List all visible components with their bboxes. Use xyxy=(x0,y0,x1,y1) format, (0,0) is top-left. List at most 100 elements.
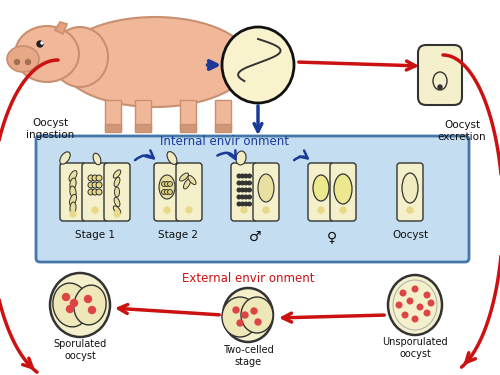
Ellipse shape xyxy=(168,189,172,195)
FancyBboxPatch shape xyxy=(418,45,462,105)
Ellipse shape xyxy=(164,182,170,186)
FancyBboxPatch shape xyxy=(36,136,469,262)
Ellipse shape xyxy=(334,174,352,204)
FancyBboxPatch shape xyxy=(308,163,334,221)
Text: Oocyst
excretion: Oocyst excretion xyxy=(438,120,486,142)
Circle shape xyxy=(244,202,248,206)
Ellipse shape xyxy=(70,202,76,214)
Circle shape xyxy=(412,316,418,322)
Circle shape xyxy=(340,207,346,213)
Ellipse shape xyxy=(74,285,106,325)
Ellipse shape xyxy=(52,27,108,87)
Ellipse shape xyxy=(402,173,418,203)
Circle shape xyxy=(412,286,418,292)
Ellipse shape xyxy=(258,174,274,202)
Ellipse shape xyxy=(393,280,437,330)
Circle shape xyxy=(248,181,252,185)
Circle shape xyxy=(242,312,248,318)
Ellipse shape xyxy=(92,189,98,195)
FancyBboxPatch shape xyxy=(330,163,356,221)
Circle shape xyxy=(438,85,442,89)
Circle shape xyxy=(240,202,244,206)
Text: External envir onment: External envir onment xyxy=(182,272,314,285)
Ellipse shape xyxy=(222,297,258,337)
Ellipse shape xyxy=(241,297,273,333)
Circle shape xyxy=(233,307,239,313)
Circle shape xyxy=(407,298,413,304)
FancyBboxPatch shape xyxy=(253,163,279,221)
Ellipse shape xyxy=(96,175,102,181)
Text: Two-celled
stage: Two-celled stage xyxy=(222,345,274,367)
Bar xyxy=(135,124,151,132)
Ellipse shape xyxy=(88,175,94,181)
FancyBboxPatch shape xyxy=(231,163,257,221)
FancyBboxPatch shape xyxy=(82,163,108,221)
Bar xyxy=(180,100,196,130)
Ellipse shape xyxy=(162,182,166,186)
Ellipse shape xyxy=(15,26,79,82)
Circle shape xyxy=(70,211,76,217)
Circle shape xyxy=(237,188,241,192)
Ellipse shape xyxy=(114,206,120,214)
Circle shape xyxy=(396,302,402,308)
Ellipse shape xyxy=(167,152,177,164)
Text: Oocyst
ingestion: Oocyst ingestion xyxy=(26,118,74,140)
Ellipse shape xyxy=(88,189,94,195)
Circle shape xyxy=(237,195,241,199)
Circle shape xyxy=(400,290,406,296)
Ellipse shape xyxy=(60,17,250,107)
Circle shape xyxy=(237,320,243,326)
Circle shape xyxy=(402,312,408,318)
Circle shape xyxy=(251,308,257,314)
Circle shape xyxy=(186,207,192,213)
Circle shape xyxy=(237,174,241,178)
Text: Stage 2: Stage 2 xyxy=(158,230,198,240)
Circle shape xyxy=(240,181,244,185)
Circle shape xyxy=(318,207,324,213)
FancyBboxPatch shape xyxy=(176,163,202,221)
Ellipse shape xyxy=(69,171,77,182)
Circle shape xyxy=(66,306,73,312)
Circle shape xyxy=(255,319,261,325)
Circle shape xyxy=(248,174,252,178)
Ellipse shape xyxy=(313,175,329,201)
Circle shape xyxy=(88,306,96,314)
Circle shape xyxy=(424,310,430,316)
Ellipse shape xyxy=(92,175,98,181)
Circle shape xyxy=(428,300,434,306)
Ellipse shape xyxy=(236,151,246,165)
Ellipse shape xyxy=(70,194,76,206)
Bar xyxy=(105,124,121,132)
Circle shape xyxy=(241,207,247,213)
Circle shape xyxy=(407,207,413,213)
Circle shape xyxy=(424,292,430,298)
Circle shape xyxy=(114,211,120,217)
Circle shape xyxy=(62,294,70,300)
Bar xyxy=(135,100,151,130)
Ellipse shape xyxy=(162,189,166,195)
FancyBboxPatch shape xyxy=(397,163,423,221)
Bar xyxy=(215,100,231,130)
Ellipse shape xyxy=(70,178,76,190)
FancyBboxPatch shape xyxy=(154,163,180,221)
Circle shape xyxy=(240,195,244,199)
Circle shape xyxy=(92,207,98,213)
Ellipse shape xyxy=(223,288,273,342)
Text: Sporulated
oocyst: Sporulated oocyst xyxy=(54,339,106,361)
Ellipse shape xyxy=(164,189,170,195)
Ellipse shape xyxy=(70,186,76,198)
Text: ♀: ♀ xyxy=(327,230,337,244)
Circle shape xyxy=(248,195,252,199)
Ellipse shape xyxy=(168,182,172,186)
Ellipse shape xyxy=(188,176,196,184)
Ellipse shape xyxy=(114,177,120,187)
Circle shape xyxy=(244,174,248,178)
Circle shape xyxy=(240,188,244,192)
Ellipse shape xyxy=(7,46,39,72)
Bar xyxy=(105,100,121,130)
Text: Internal envir onment: Internal envir onment xyxy=(160,135,290,148)
Polygon shape xyxy=(55,22,67,34)
Circle shape xyxy=(248,202,252,206)
Ellipse shape xyxy=(114,170,120,178)
Circle shape xyxy=(26,60,30,64)
